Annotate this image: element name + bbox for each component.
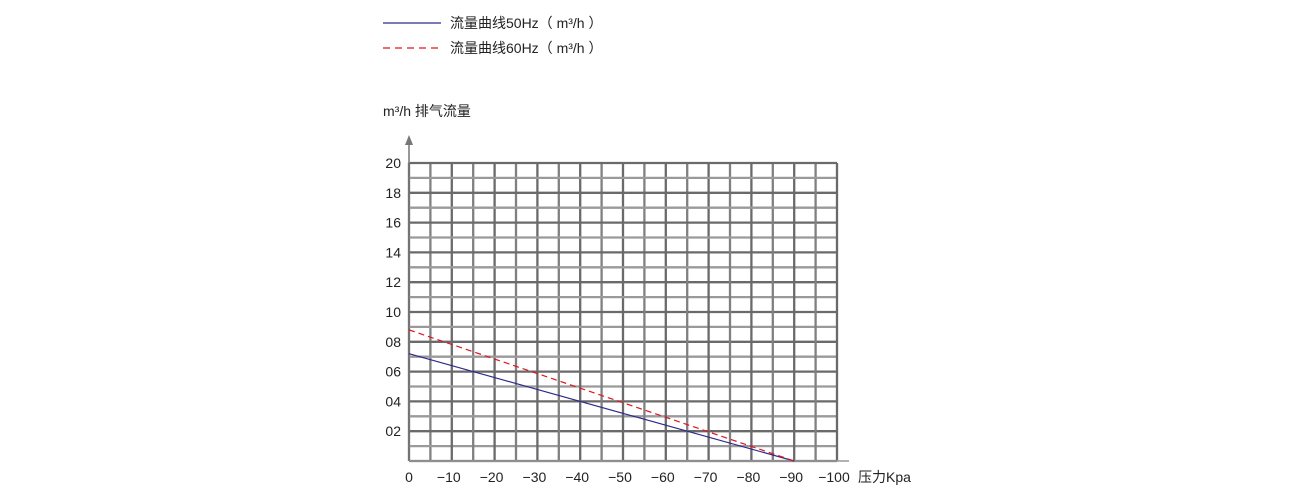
x-tick-label: −50 xyxy=(608,469,632,485)
y-axis-label: m³/h 排气流量 xyxy=(383,103,471,119)
series-line xyxy=(408,329,795,462)
y-tick-label: 04 xyxy=(385,393,401,409)
x-tick-label: −20 xyxy=(480,469,504,485)
x-axis-label: 压力Kpa xyxy=(858,469,911,485)
x-tick-label: −100 xyxy=(818,469,850,485)
x-tick-label: −30 xyxy=(523,469,547,485)
x-tick-label: −90 xyxy=(779,469,803,485)
legend-label: 流量曲线60Hz（ m³/h ） xyxy=(450,40,602,56)
y-tick-label: 02 xyxy=(385,423,401,439)
y-tick-label: 16 xyxy=(385,215,401,231)
x-tick-label: −80 xyxy=(737,469,761,485)
y-tick-label: 06 xyxy=(385,364,401,380)
tick-labels: 0 −10 −20 −30 −40 −50 −60 −70 −80 −90 −100 02 04 06 08… xyxy=(385,155,850,485)
x-tick-label: −40 xyxy=(565,469,589,485)
series-line xyxy=(408,353,795,462)
x-tick-label: −60 xyxy=(651,469,675,485)
grid xyxy=(407,161,839,463)
x-tick-label: 0 xyxy=(405,469,413,485)
y-axis-arrow-icon xyxy=(405,135,413,145)
legend-label: 流量曲线50Hz（ m³/h ） xyxy=(450,15,602,31)
axes xyxy=(405,135,849,462)
x-tick-label: −10 xyxy=(437,469,461,485)
legend: 流量曲线50Hz（ m³/h ） 流量曲线60Hz（ m³/h ） xyxy=(383,15,602,56)
x-tick-label: −70 xyxy=(694,469,718,485)
y-tick-label: 20 xyxy=(385,155,401,171)
y-tick-label: 12 xyxy=(385,274,401,290)
y-tick-label: 18 xyxy=(385,185,401,201)
y-tick-label: 10 xyxy=(385,304,401,320)
y-tick-label: 14 xyxy=(385,244,401,260)
series-lines xyxy=(408,329,795,462)
y-tick-label: 08 xyxy=(385,334,401,350)
